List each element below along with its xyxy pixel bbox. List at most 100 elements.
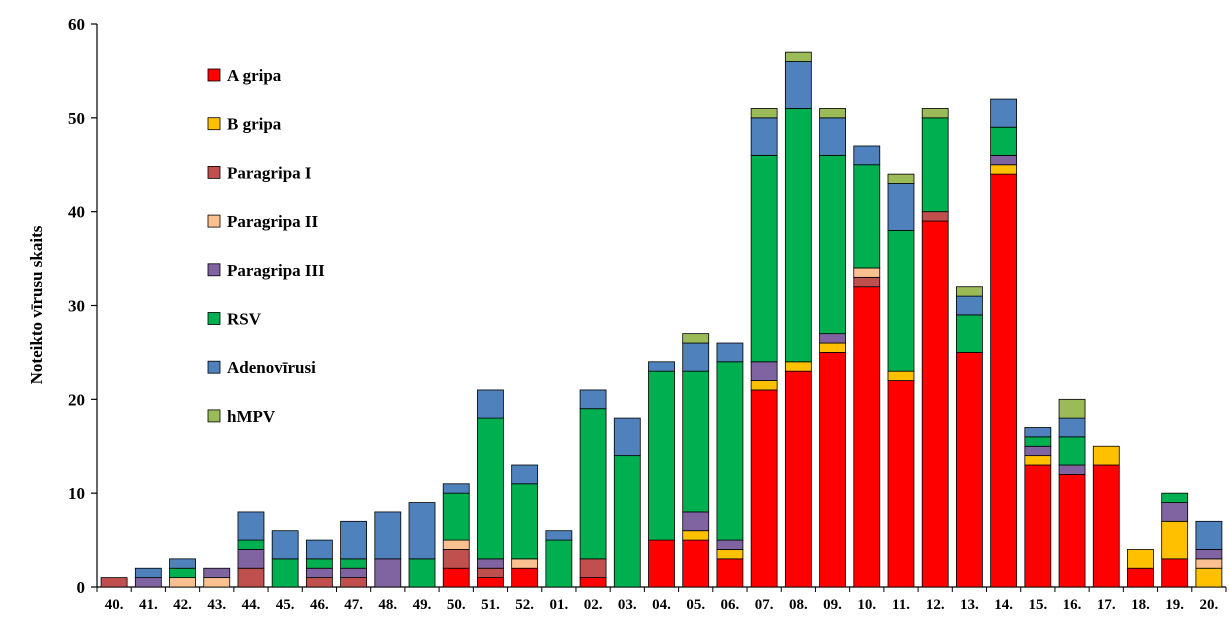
bar-segment (784, 361, 812, 372)
bar-segment (648, 370, 675, 541)
bar-segment (750, 154, 778, 363)
bar-segment (853, 267, 881, 278)
bar-segment (511, 567, 539, 588)
bar-segment (1024, 427, 1052, 438)
bar-segment (990, 164, 1018, 175)
bar-segment (579, 577, 607, 588)
bar-segment (716, 342, 744, 363)
bar-segment (1024, 436, 1052, 447)
bar-segment (237, 511, 265, 541)
bar-segment (1092, 464, 1120, 588)
bar-segment (784, 370, 812, 588)
bar-segment (1058, 436, 1086, 466)
bar-segment (237, 549, 265, 569)
x-tick-label: 15. (1028, 597, 1047, 613)
bar-segment (1127, 549, 1154, 569)
x-tick-label: 04. (652, 597, 671, 613)
bar-segment (853, 286, 881, 588)
legend-label: A gripa (227, 66, 282, 85)
bar-segment (716, 361, 744, 541)
x-tick-label: 03. (618, 597, 637, 613)
bar-segment (305, 577, 333, 588)
bar-segment (921, 117, 949, 213)
bar-segment (100, 577, 128, 588)
bar-segment (819, 117, 846, 156)
bar-segment (682, 333, 710, 344)
bar-segment (613, 455, 641, 588)
bar-segment (442, 539, 470, 550)
x-tick-label: 01. (549, 597, 568, 613)
bar-segment (477, 417, 504, 560)
x-tick-label: 41. (139, 597, 158, 613)
y-tick-label: 40 (68, 203, 85, 222)
x-tick-label: 20. (1200, 597, 1219, 613)
bar-segment (956, 286, 983, 297)
bar-segment (750, 389, 778, 588)
bar-segment (784, 61, 812, 109)
legend-label: Paragripa II (227, 212, 319, 231)
chart-bars (100, 51, 1223, 588)
bar-segment (648, 539, 675, 588)
bar-segment (511, 558, 539, 569)
bar-segment (887, 173, 915, 184)
bar-segment (579, 558, 607, 579)
bar-segment (134, 577, 162, 588)
bar-segment (1195, 549, 1223, 560)
legend-swatch (207, 409, 221, 423)
bar-segment (1024, 464, 1052, 588)
bar-segment (271, 558, 299, 588)
bar-segment (237, 567, 265, 588)
y-tick-label: 0 (77, 578, 86, 597)
bar-segment (956, 295, 983, 316)
chart-legend: A gripa B gripa Paragripa I Paragripa II Par… (207, 66, 325, 426)
bar-segment (340, 567, 367, 579)
bar-segment (853, 276, 881, 288)
x-tick-label: 13. (960, 597, 979, 613)
bar-segment (442, 549, 470, 569)
legend-label: Paragripa I (227, 163, 312, 182)
bar-segment (784, 108, 812, 363)
x-tick-label: 18. (1131, 597, 1150, 613)
bar-segment (990, 126, 1018, 156)
x-tick-label: 40. (105, 597, 124, 613)
bar-segment (1161, 520, 1189, 560)
bar-segment (819, 154, 846, 335)
legend-swatch (207, 117, 221, 131)
bar-segment (1058, 398, 1086, 419)
bar-segment (887, 183, 915, 231)
bar-segment (956, 314, 983, 353)
bar-segment (682, 539, 710, 588)
bar-segment (648, 361, 675, 372)
legend-label: B gripa (227, 115, 282, 134)
bar-segment (784, 51, 812, 62)
y-tick-label: 60 (68, 15, 85, 34)
chart-axes: 0 10 20 30 40 50 60 40. 41. 42. 43. 44. 45. 46. 47. 48.… (68, 15, 1227, 613)
bar-segment (1161, 492, 1189, 503)
x-tick-label: 07. (755, 597, 774, 613)
bar-segment (477, 558, 504, 569)
bar-segment (134, 567, 162, 579)
bar-segment (990, 173, 1018, 588)
bar-segment (819, 333, 846, 344)
x-tick-label: 50. (447, 597, 466, 613)
x-tick-label: 43. (207, 597, 226, 613)
bar-segment (819, 342, 846, 353)
legend-swatch (207, 312, 221, 325)
bar-segment (990, 98, 1018, 128)
bar-segment (545, 539, 573, 588)
bar-segment (374, 558, 402, 588)
bar-segment (887, 380, 915, 588)
bar-segment (1024, 445, 1052, 457)
bar-segment (921, 220, 949, 588)
y-tick-label: 30 (68, 297, 85, 316)
bar-segment (1127, 567, 1154, 588)
x-tick-label: 47. (344, 597, 363, 613)
bar-segment (442, 483, 470, 494)
legend-swatch (207, 360, 221, 374)
bar-segment (1092, 445, 1120, 466)
bar-segment (887, 230, 915, 372)
bar-segment (305, 567, 333, 579)
bar-segment (819, 352, 846, 588)
bar-segment (921, 108, 949, 119)
